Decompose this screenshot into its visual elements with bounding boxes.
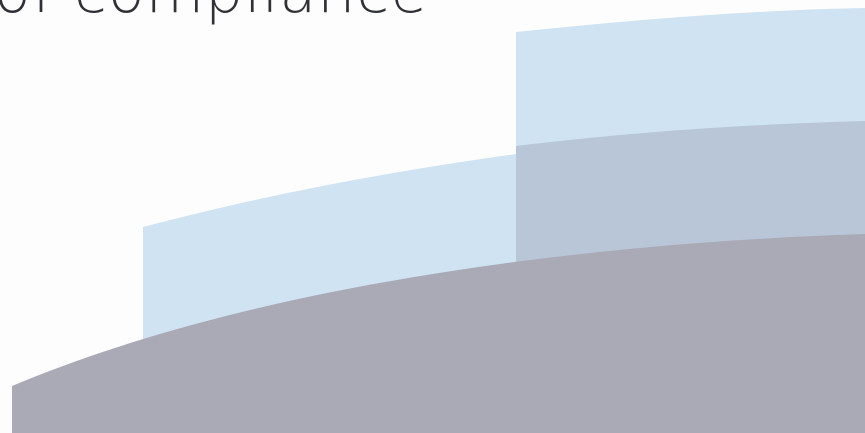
headline-text: of compliance [0,0,428,22]
gray-purple-arc [12,234,865,433]
